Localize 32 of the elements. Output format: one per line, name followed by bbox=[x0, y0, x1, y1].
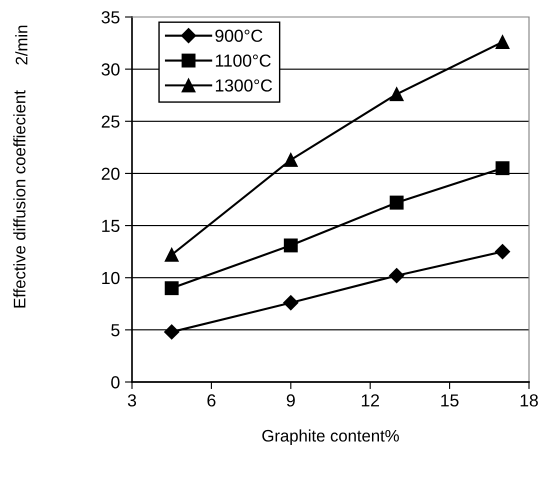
point bbox=[164, 248, 179, 262]
y-tick-label: 15 bbox=[102, 220, 120, 232]
legend-label: 900°C bbox=[215, 30, 262, 42]
x-tick-label: 6 bbox=[207, 394, 216, 407]
point bbox=[496, 35, 510, 49]
y-tick-label: 25 bbox=[102, 115, 120, 128]
point bbox=[284, 238, 298, 252]
point bbox=[494, 244, 510, 260]
y-tick-label: 10 bbox=[102, 272, 120, 284]
point bbox=[284, 152, 298, 167]
point bbox=[389, 268, 404, 284]
x-tick-label: 15 bbox=[441, 394, 459, 407]
point bbox=[164, 281, 179, 296]
point bbox=[496, 161, 510, 176]
legend-label: 1100°C bbox=[216, 54, 271, 67]
text: 2/min bbox=[15, 26, 28, 65]
y-tick-label: 5 bbox=[111, 324, 120, 336]
point bbox=[390, 196, 404, 210]
point bbox=[164, 324, 180, 340]
x-axis-title: Graphite content% bbox=[262, 429, 399, 445]
point bbox=[283, 295, 298, 310]
y-tick-label: 0 bbox=[111, 376, 120, 388]
x-tick-label: 12 bbox=[362, 394, 379, 406]
y-tick-label: 20 bbox=[102, 168, 120, 180]
x-tick-label: 9 bbox=[286, 394, 295, 407]
x-tick-label: 3 bbox=[128, 394, 136, 407]
y-tick-label: 35 bbox=[102, 11, 120, 24]
legend-label: 1300°C bbox=[216, 79, 272, 92]
point bbox=[390, 87, 404, 102]
y-tick-label: 30 bbox=[102, 63, 120, 76]
y-axis-title: Effective diffusion coeffiecient bbox=[13, 90, 26, 308]
x-tick-label: 18 bbox=[520, 394, 538, 407]
